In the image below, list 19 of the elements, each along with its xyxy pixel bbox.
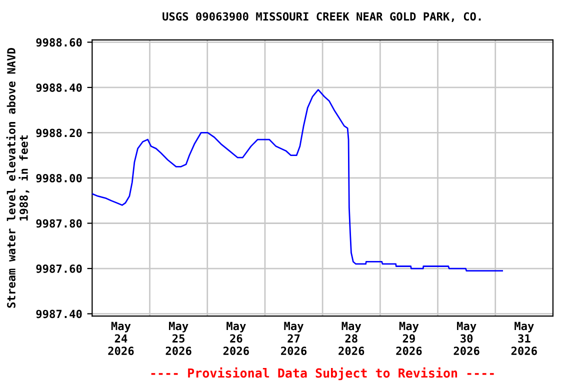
- line-series: [92, 89, 504, 272]
- y-tick-label: 9988.40: [36, 83, 82, 92]
- y-tick-label: 9987.80: [36, 219, 82, 228]
- chart-title: USGS 09063900 MISSOURI CREEK NEAR GOLD PARK, CO.: [162, 12, 481, 22]
- x-tick-label: May 28 2026: [338, 322, 364, 356]
- x-tick-label: May 26 2026: [223, 322, 249, 356]
- y-tick-label: 9988.60: [36, 38, 82, 47]
- y-tick-label: 9987.60: [36, 264, 82, 273]
- text: ---- Provisional Data Subject to Revision ----: [151, 367, 494, 380]
- x-tick-label: May 29 2026: [396, 322, 422, 356]
- x-tick-label: May 31 2026: [511, 322, 537, 356]
- x-tick-label: May 30 2026: [454, 322, 480, 356]
- x-tick-label: May 27 2026: [281, 322, 307, 356]
- x-tick-label: May 24 2026: [108, 322, 134, 356]
- y-tick-label: 9988.20: [36, 128, 82, 138]
- y-axis-title: Stream water level elevation above NAVD 1988, in feet: [6, 48, 30, 308]
- x-tick-label: May 25 2026: [166, 322, 192, 356]
- y-tick-label: 9988.00: [36, 174, 82, 182]
- y-tick-label: 9987.40: [36, 310, 82, 318]
